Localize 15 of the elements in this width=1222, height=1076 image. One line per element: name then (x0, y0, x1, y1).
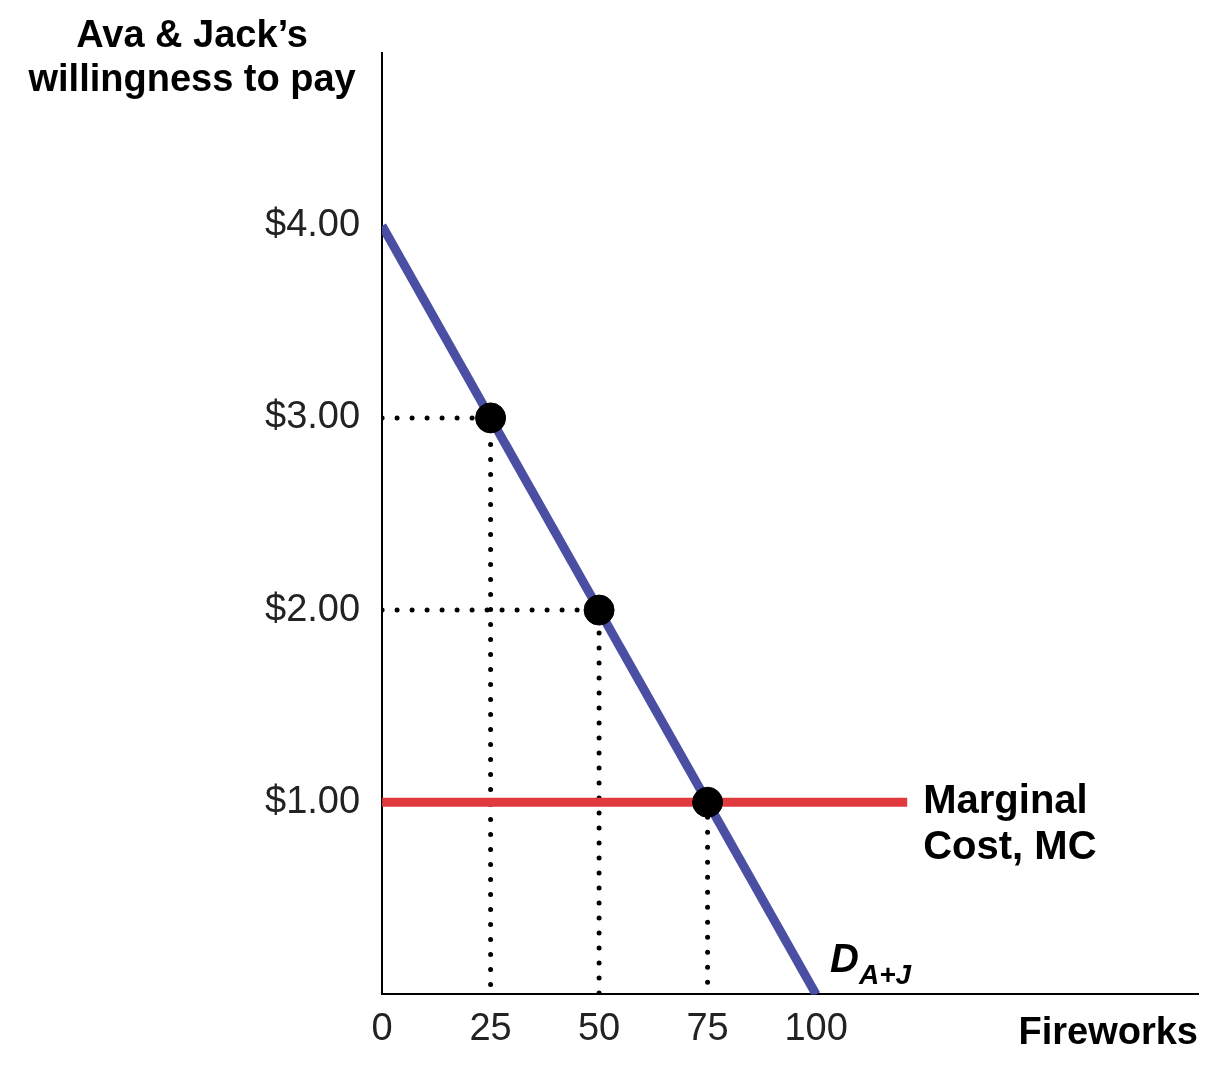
y-tick-label: $3.00 (265, 394, 361, 437)
point (475, 402, 507, 434)
x-tick-label: 0 (371, 1005, 393, 1048)
x-tick-label: 100 (784, 1005, 848, 1048)
x-tick-label: 75 (686, 1005, 729, 1048)
x-tick-label: 25 (469, 1005, 512, 1048)
series-label: Marginal Cost, MC (923, 777, 1097, 868)
y-tick-label: $1.00 (265, 778, 361, 821)
point (692, 786, 724, 818)
y-tick-label: $2.00 (265, 586, 361, 629)
x-tick-label: 50 (577, 1005, 621, 1048)
x-axis-title: Fireworks (1018, 1009, 1198, 1052)
y-tick-label: $4.00 (265, 202, 361, 245)
point (583, 594, 615, 626)
y-axis-title: Ava & Jack’s willingness to pay (27, 13, 356, 100)
